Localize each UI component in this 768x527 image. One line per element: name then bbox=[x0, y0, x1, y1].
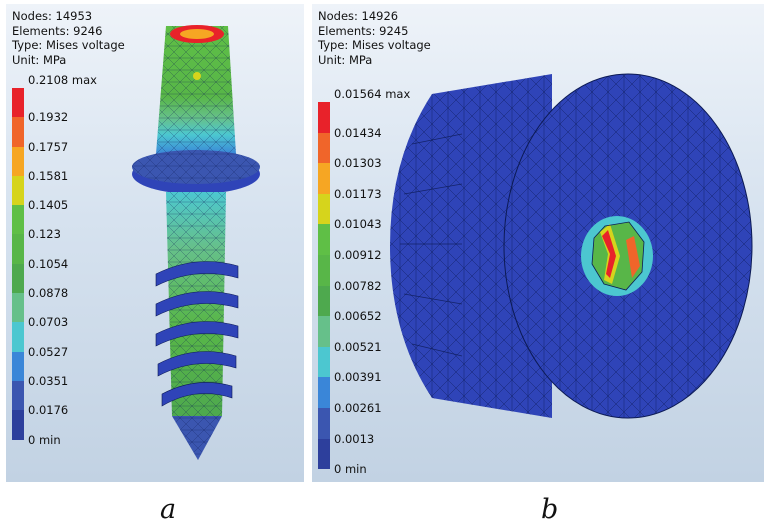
legend-swatch bbox=[12, 322, 24, 352]
legend-row: 0.01173 bbox=[318, 163, 410, 200]
legend-label: 0.0351 bbox=[28, 373, 69, 388]
elements-count: Elements: 9246 bbox=[12, 23, 103, 38]
legend-label: 0.0703 bbox=[28, 315, 69, 330]
legend-row: 0.1932 bbox=[12, 88, 97, 123]
legend-max: 0.01564 max bbox=[334, 87, 411, 101]
legend-swatch bbox=[12, 88, 24, 118]
legend-label: 0.00782 bbox=[334, 278, 382, 293]
legend-swatch bbox=[318, 132, 330, 164]
legend-row: 0 min bbox=[12, 410, 97, 446]
legend-label: 0.123 bbox=[28, 227, 61, 242]
legend-row: 0.00391 bbox=[318, 346, 410, 383]
legend-swatch bbox=[12, 146, 24, 176]
legend-row: 0.1757 bbox=[12, 117, 97, 153]
cylinder-model bbox=[390, 73, 753, 419]
nodes-count: Nodes: 14926 bbox=[318, 9, 399, 23]
mesh-info: Nodes: 14926 Elements: 9245 Type: Mises … bbox=[318, 9, 431, 67]
legend-label: 0.1757 bbox=[28, 139, 69, 154]
legend-swatch bbox=[318, 407, 330, 439]
legend-swatch bbox=[318, 254, 330, 286]
color-legend: 0.2108 max 0.1932 0.1757 0.1581 0.1405 0… bbox=[12, 72, 97, 446]
legend-label: 0.01173 bbox=[334, 186, 382, 201]
legend-swatch bbox=[318, 377, 330, 408]
legend-swatch bbox=[12, 410, 24, 440]
legend-swatch bbox=[12, 351, 24, 381]
legend-swatch bbox=[12, 175, 24, 206]
nodes-count: Nodes: 14953 bbox=[12, 9, 93, 23]
legend-label: 0.1405 bbox=[28, 198, 69, 213]
legend-row: 0.1054 bbox=[12, 234, 97, 270]
panel-a: Nodes: 14953 Elements: 9246 Type: Mises … bbox=[6, 4, 304, 482]
legend-swatch bbox=[12, 293, 24, 323]
legend-label: 0.01043 bbox=[334, 217, 382, 232]
legend-row: 0.0527 bbox=[12, 322, 97, 358]
legend-label: 0.1581 bbox=[28, 168, 69, 183]
legend-swatch bbox=[318, 346, 330, 378]
legend-label: 0.00391 bbox=[334, 370, 382, 385]
legend-swatch bbox=[318, 438, 330, 470]
legend-swatch bbox=[318, 224, 330, 255]
legend-row: 0.00261 bbox=[318, 377, 410, 414]
legend-label: 0.1932 bbox=[28, 110, 69, 125]
legend-row: 0.01434 bbox=[318, 102, 410, 139]
legend-row: 0.00521 bbox=[318, 316, 410, 353]
legend-row: 0.00912 bbox=[318, 224, 410, 261]
color-legend: 0.01564 max 0.01434 0.01303 0.01173 0.01… bbox=[318, 86, 411, 475]
legend-row: 0.0351 bbox=[12, 351, 97, 387]
legend-row: 0 min bbox=[318, 438, 410, 475]
screw-model bbox=[132, 25, 260, 460]
elements-count: Elements: 9245 bbox=[318, 23, 409, 38]
legend-label: 0.00912 bbox=[334, 247, 382, 262]
legend-row: 0.00782 bbox=[318, 254, 410, 292]
legend-row: 0.00652 bbox=[318, 285, 410, 322]
legend-label: 0.0527 bbox=[28, 344, 69, 359]
caption-b: b bbox=[541, 494, 559, 525]
mesh-info: Nodes: 14953 Elements: 9246 Type: Mises … bbox=[12, 9, 125, 67]
result-type: Type: Mises voltage bbox=[318, 38, 431, 53]
legend-swatch bbox=[318, 163, 330, 194]
legend-swatch bbox=[12, 117, 24, 147]
legend-swatch bbox=[12, 205, 24, 235]
caption-a: a bbox=[160, 494, 177, 525]
legend-row: 0.0013 bbox=[318, 407, 410, 445]
legend-label: 0.0176 bbox=[28, 403, 69, 418]
legend-label: 0.01303 bbox=[334, 156, 382, 171]
legend-label: 0 min bbox=[334, 462, 367, 477]
result-unit: Unit: MPa bbox=[12, 52, 67, 67]
legend-label: 0.00521 bbox=[334, 339, 382, 354]
legend-swatch bbox=[318, 285, 330, 317]
legend-row: 0.123 bbox=[12, 205, 97, 240]
panel-b: Nodes: 14926 Elements: 9245 Type: Mises … bbox=[312, 4, 764, 482]
legend-swatch bbox=[318, 193, 330, 225]
legend-label: 0.01434 bbox=[334, 125, 382, 140]
legend-row: 0.01303 bbox=[318, 132, 410, 169]
result-type: Type: Mises voltage bbox=[12, 38, 125, 53]
legend-label: 0 min bbox=[28, 432, 61, 447]
legend-swatch bbox=[12, 263, 24, 294]
result-unit: Unit: MPa bbox=[318, 52, 373, 67]
legend-swatch bbox=[318, 102, 330, 133]
legend-row: 0.0703 bbox=[12, 293, 97, 328]
legend-row: 0.1405 bbox=[12, 175, 97, 211]
legend-row: 0.0176 bbox=[12, 380, 97, 416]
legend-max: 0.2108 max bbox=[28, 73, 97, 87]
legend-label: 0.00652 bbox=[334, 309, 382, 324]
legend-label: 0.00261 bbox=[334, 400, 382, 415]
legend-row: 0.0878 bbox=[12, 263, 97, 299]
legend-swatch bbox=[12, 380, 24, 411]
legend-label: 0.1054 bbox=[28, 256, 69, 271]
legend-row: 0.01043 bbox=[318, 193, 410, 230]
legend-swatch bbox=[318, 316, 330, 347]
legend-swatch bbox=[12, 234, 24, 264]
legend-label: 0.0013 bbox=[334, 431, 375, 446]
legend-label: 0.0878 bbox=[28, 286, 69, 301]
legend-row: 0.1581 bbox=[12, 146, 97, 182]
